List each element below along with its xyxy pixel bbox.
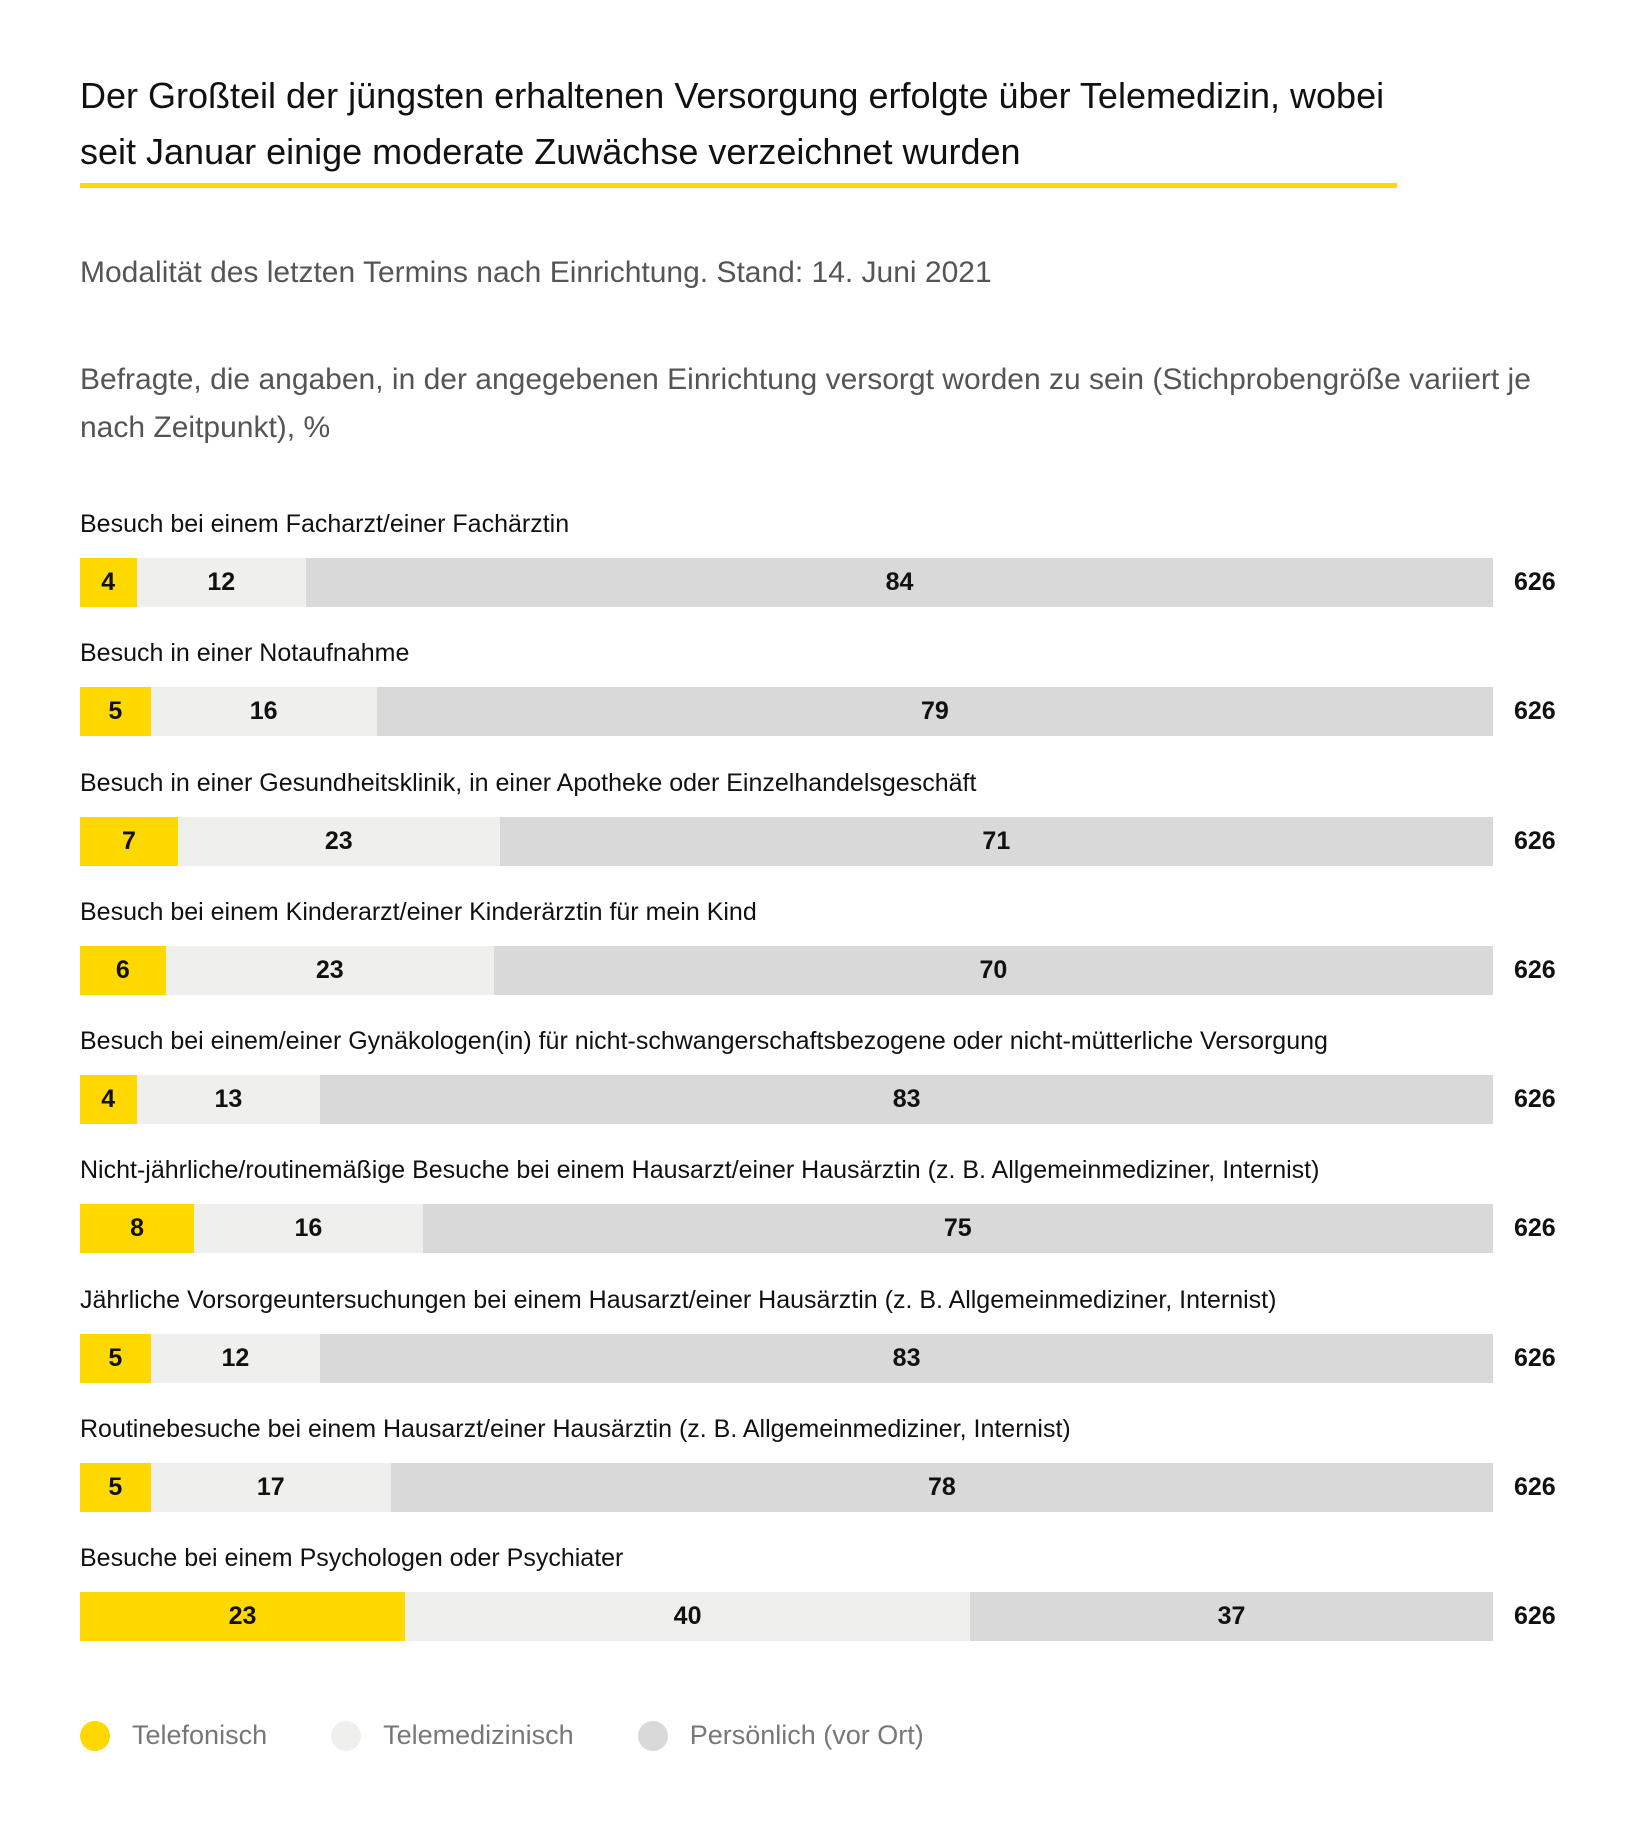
category-label: Besuch bei einem/einer Gynäkologen(in) f… xyxy=(80,1027,1328,1056)
legend-label: Telemedizinisch xyxy=(383,1720,574,1750)
sample-size: 626 xyxy=(1514,826,1556,855)
stacked-bar: 5 12 83 xyxy=(80,1333,1493,1383)
stacked-bar: 5 17 78 xyxy=(80,1463,1493,1513)
legend-swatch xyxy=(80,1720,110,1751)
bar-segment-telemedizinisch: 16 xyxy=(194,1204,423,1254)
bar-segment-persönlich-vor-ort: 75 xyxy=(422,1204,1493,1254)
sample-size: 626 xyxy=(1514,955,1556,984)
legend-swatch xyxy=(637,1720,668,1751)
legend-item: Persönlich (vor Ort) xyxy=(637,1720,924,1751)
category-label: Besuch in einer Notaufnahme xyxy=(80,639,410,668)
stacked-bar: 5 16 79 xyxy=(80,687,1493,737)
category-label: Besuche bei einem Psychologen oder Psych… xyxy=(80,1544,624,1573)
bar-segment-telefonisch: 4 xyxy=(80,558,137,607)
category-label: Jährliche Vorsorgeuntersuchungen bei ein… xyxy=(80,1285,1277,1314)
category-label: Nicht-jährliche/routinemäßige Besuche be… xyxy=(80,1156,1320,1185)
bar-segment-telemedizinisch: 13 xyxy=(136,1075,321,1125)
stacked-bar: 4 13 83 xyxy=(80,1075,1493,1125)
bar-segment-telefonisch: 5 xyxy=(80,1463,151,1513)
sample-size: 626 xyxy=(1514,1214,1556,1243)
bar-segment-persönlich-vor-ort: 71 xyxy=(499,816,1493,866)
stacked-bar: 4 12 84 xyxy=(80,558,1493,607)
stacked-bar: 23 40 37 xyxy=(80,1592,1493,1642)
sample-size: 626 xyxy=(1514,1085,1556,1114)
legend-label: Persönlich (vor Ort) xyxy=(689,1720,924,1750)
legend: Telefonisch Telemedizinisch Persönlich (vo… xyxy=(80,1720,988,1751)
chart-subtitle: Modalität des letzten Termins nach Einri… xyxy=(80,256,992,289)
bar-segment-persönlich-vor-ort: 37 xyxy=(970,1592,1493,1642)
title-underline xyxy=(80,183,1397,188)
stacked-bar: 6 23 70 xyxy=(80,945,1493,995)
bar-segment-telemedizinisch: 23 xyxy=(165,945,494,995)
category-label: Besuch bei einem Facharzt/einer Fachärzt… xyxy=(80,510,570,538)
bar-segment-telefonisch: 6 xyxy=(80,945,166,995)
bar-segment-telemedizinisch: 12 xyxy=(150,1333,321,1383)
bar-segment-telefonisch: 5 xyxy=(80,687,151,737)
category-label: Routinebesuche bei einem Hausarzt/einer … xyxy=(80,1415,1071,1444)
legend-swatch xyxy=(331,1720,362,1751)
category-label: Besuch bei einem Kinderarzt/einer Kinder… xyxy=(80,897,757,926)
bar-segment-telemedizinisch: 23 xyxy=(177,816,500,866)
sample-size: 626 xyxy=(1514,1602,1556,1631)
bar-segment-telemedizinisch: 16 xyxy=(150,687,377,737)
sample-size: 626 xyxy=(1514,1343,1556,1372)
stacked-bar: 8 16 75 xyxy=(80,1204,1493,1254)
bar-segment-telemedizinisch: 17 xyxy=(150,1463,391,1513)
chart-title: Der Großteil der jüngsten erhaltenen Ver… xyxy=(80,75,1385,172)
bar-segment-telemedizinisch: 12 xyxy=(136,558,307,607)
bar-segment-telefonisch: 5 xyxy=(80,1333,151,1383)
bar-segment-telefonisch: 8 xyxy=(80,1204,195,1254)
sample-size: 626 xyxy=(1514,697,1556,726)
bar-segment-persönlich-vor-ort: 84 xyxy=(306,558,1493,607)
chart-description: Befragte, die angaben, in der angegebene… xyxy=(80,363,1531,444)
bar-segment-persönlich-vor-ort: 79 xyxy=(376,687,1493,737)
sample-size: 626 xyxy=(1514,568,1556,596)
stacked-bar: 7 23 71 xyxy=(80,816,1493,866)
legend-item: Telemedizinisch xyxy=(331,1720,574,1751)
sample-size: 626 xyxy=(1514,1473,1556,1502)
bar-segment-telefonisch: 7 xyxy=(80,816,178,866)
bar-segment-persönlich-vor-ort: 83 xyxy=(320,1075,1493,1125)
legend-label: Telefonisch xyxy=(132,1720,268,1750)
bar-segment-persönlich-vor-ort: 83 xyxy=(320,1333,1493,1383)
bar-segment-persönlich-vor-ort: 70 xyxy=(493,945,1493,995)
bar-segment-telemedizinisch: 40 xyxy=(404,1592,971,1642)
category-label: Besuch in einer Gesundheitsklinik, in ei… xyxy=(80,768,977,797)
bar-segment-telefonisch: 4 xyxy=(80,1075,137,1125)
bar-segment-telefonisch: 23 xyxy=(80,1592,405,1642)
legend-item: Telefonisch xyxy=(80,1720,267,1751)
bar-segment-persönlich-vor-ort: 78 xyxy=(390,1463,1493,1513)
